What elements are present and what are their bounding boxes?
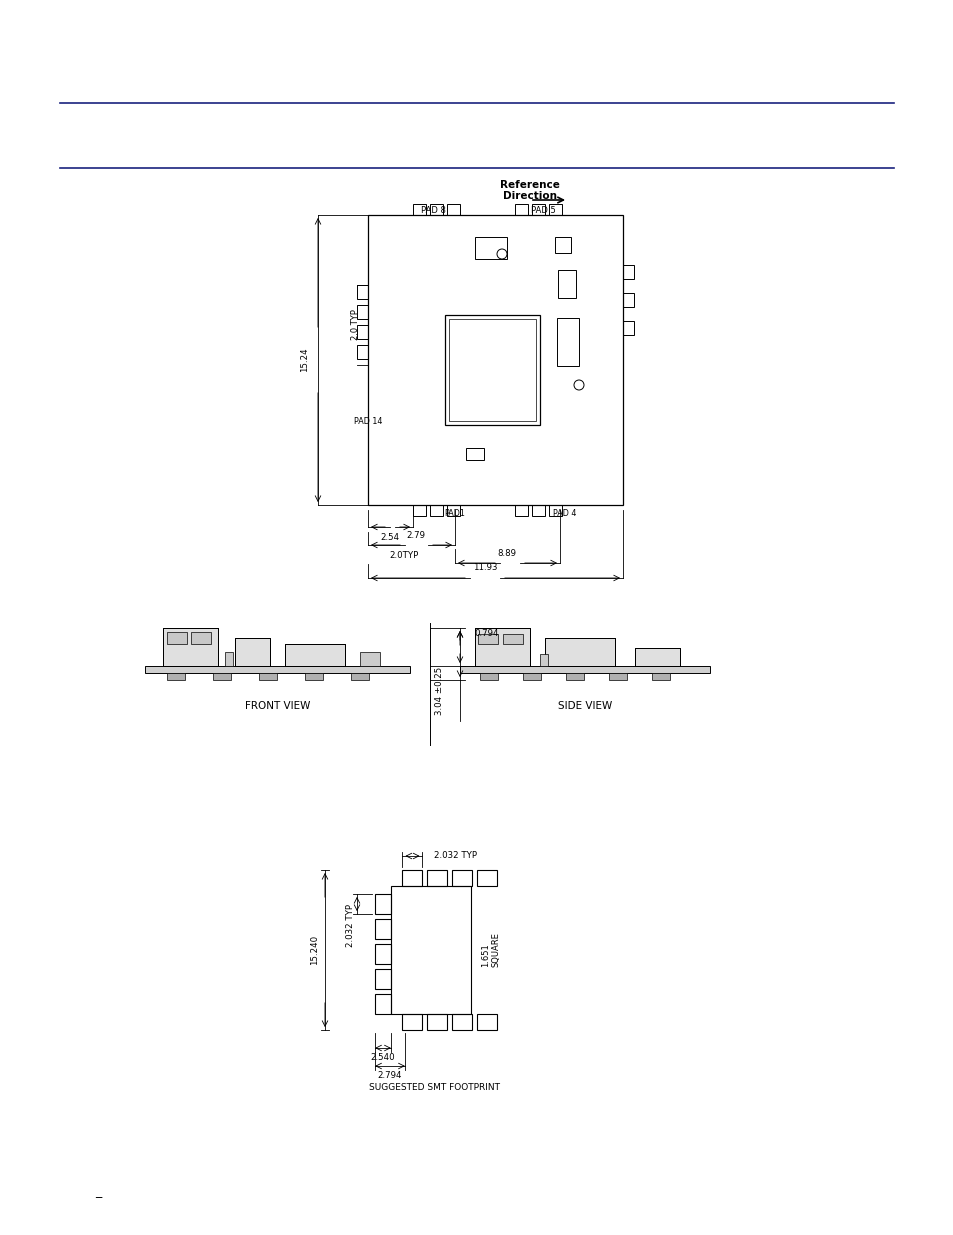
Text: PAD 8: PAD 8 xyxy=(420,205,445,215)
Bar xyxy=(557,317,578,366)
Bar xyxy=(539,655,547,666)
Text: 3.04 ±0.25: 3.04 ±0.25 xyxy=(435,667,443,715)
Bar xyxy=(515,204,527,215)
Bar xyxy=(651,673,669,680)
Bar xyxy=(548,204,561,215)
Bar xyxy=(548,505,561,516)
Bar xyxy=(430,505,442,516)
Bar xyxy=(452,869,472,885)
Bar xyxy=(305,673,323,680)
Text: _: _ xyxy=(95,1186,101,1198)
Bar xyxy=(234,638,270,666)
Bar xyxy=(622,321,634,335)
Bar xyxy=(413,505,426,516)
Bar xyxy=(532,505,544,516)
Bar xyxy=(258,673,276,680)
Bar xyxy=(515,505,527,516)
Bar xyxy=(635,648,679,666)
Bar xyxy=(477,869,497,885)
Bar xyxy=(622,266,634,279)
Text: PAD 14: PAD 14 xyxy=(354,417,381,426)
Text: FRONT VIEW: FRONT VIEW xyxy=(245,701,310,711)
Bar xyxy=(375,894,391,914)
Bar xyxy=(502,634,522,643)
Bar xyxy=(359,652,379,666)
Text: 2.0TYP: 2.0TYP xyxy=(389,552,418,561)
Bar xyxy=(544,638,615,666)
Bar xyxy=(356,285,368,299)
Bar xyxy=(622,293,634,308)
Text: SIDE VIEW: SIDE VIEW xyxy=(558,701,612,711)
Bar xyxy=(375,919,391,939)
Text: 2.032 TYP: 2.032 TYP xyxy=(434,851,477,861)
Text: 15.240: 15.240 xyxy=(310,935,319,965)
Bar xyxy=(234,638,270,666)
Bar xyxy=(608,673,626,680)
Bar xyxy=(430,204,442,215)
Text: PAD 4: PAD 4 xyxy=(553,509,576,517)
Bar xyxy=(479,673,497,680)
Bar xyxy=(285,643,345,666)
Bar xyxy=(375,944,391,965)
Bar xyxy=(465,448,483,459)
Bar xyxy=(477,1014,497,1030)
Text: 2.79: 2.79 xyxy=(406,531,425,540)
Bar xyxy=(635,648,679,666)
Bar xyxy=(402,1014,422,1030)
Bar xyxy=(368,215,622,505)
Text: 2.794: 2.794 xyxy=(377,1072,402,1081)
Bar xyxy=(402,869,422,885)
Bar xyxy=(555,237,571,253)
Bar xyxy=(532,204,544,215)
Bar xyxy=(163,629,218,666)
Bar xyxy=(459,666,709,673)
Bar xyxy=(413,204,426,215)
Bar xyxy=(213,673,231,680)
Bar xyxy=(356,305,368,319)
Text: 15.24: 15.24 xyxy=(300,348,309,372)
Bar xyxy=(191,632,211,643)
Text: PAD 5: PAD 5 xyxy=(530,205,555,215)
Bar xyxy=(444,315,539,425)
Text: 2.032 TYP: 2.032 TYP xyxy=(346,904,355,947)
Bar xyxy=(477,634,497,643)
Bar xyxy=(145,666,410,673)
Bar xyxy=(522,673,540,680)
Bar xyxy=(225,652,233,666)
Bar xyxy=(167,673,185,680)
Bar xyxy=(452,1014,472,1030)
Text: 0.794: 0.794 xyxy=(474,629,498,637)
Text: 1.651
SQUARE: 1.651 SQUARE xyxy=(480,932,500,967)
Bar xyxy=(565,673,583,680)
Text: 2.540: 2.540 xyxy=(371,1053,395,1062)
Text: 11.93: 11.93 xyxy=(473,563,497,573)
Bar xyxy=(475,629,530,666)
Text: Direction: Direction xyxy=(502,191,557,201)
Bar xyxy=(375,994,391,1014)
Bar xyxy=(544,638,615,666)
Text: Reference: Reference xyxy=(499,180,559,190)
Text: 2.0 TYP: 2.0 TYP xyxy=(351,310,360,341)
Bar xyxy=(356,325,368,338)
Text: PAD1: PAD1 xyxy=(444,509,465,517)
Bar xyxy=(449,319,536,421)
Bar xyxy=(447,204,459,215)
Bar xyxy=(427,869,447,885)
Text: 8.89: 8.89 xyxy=(497,548,516,557)
Text: SUGGESTED SMT FOOTPRINT: SUGGESTED SMT FOOTPRINT xyxy=(369,1083,500,1093)
Bar xyxy=(285,643,345,666)
Bar xyxy=(558,270,576,298)
Bar xyxy=(391,885,471,1014)
Bar xyxy=(167,632,187,643)
Bar xyxy=(475,237,506,259)
Bar xyxy=(427,1014,447,1030)
Bar xyxy=(475,629,530,666)
Bar xyxy=(375,969,391,989)
Bar xyxy=(351,673,369,680)
Text: 2.54: 2.54 xyxy=(380,532,399,541)
Bar xyxy=(356,345,368,359)
Bar xyxy=(447,505,459,516)
Bar xyxy=(163,629,218,666)
